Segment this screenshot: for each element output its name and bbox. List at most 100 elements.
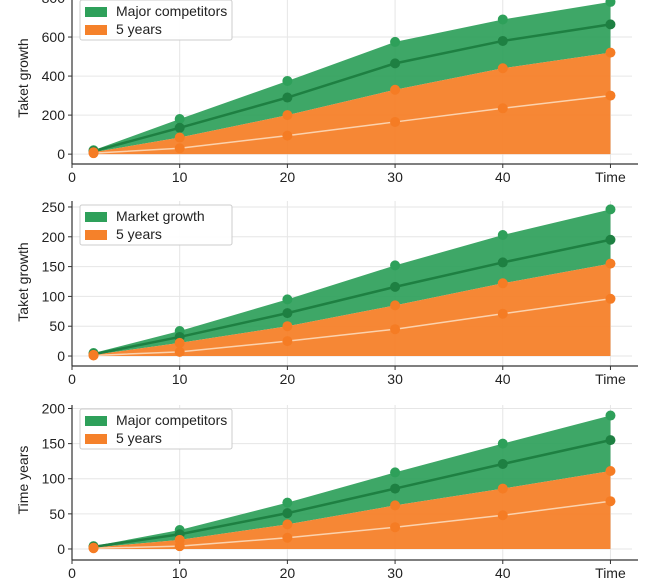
x-tick-label: 30 — [387, 565, 403, 581]
data-point — [605, 258, 616, 269]
legend-label-green: Major competitors — [116, 3, 227, 19]
data-point — [605, 496, 616, 507]
x-tick-label: 20 — [280, 565, 296, 581]
data-point — [174, 143, 185, 154]
data-point — [605, 234, 616, 245]
x-tick-label: 0 — [68, 565, 76, 581]
x-tick-label: 30 — [387, 371, 403, 387]
data-point — [174, 132, 185, 143]
x-tick-label: 10 — [172, 371, 188, 387]
legend-label-orange: 5 years — [116, 430, 162, 446]
x-tick-label: 10 — [172, 169, 188, 185]
data-point — [390, 483, 401, 494]
x-tick-label: 10 — [172, 565, 188, 581]
data-point — [497, 63, 508, 74]
data-point — [497, 308, 508, 319]
data-point — [174, 346, 185, 357]
data-point — [88, 148, 99, 159]
legend-label-orange: 5 years — [116, 21, 162, 37]
y-tick-label: 150 — [42, 259, 66, 275]
data-point — [174, 122, 185, 133]
y-tick-label: 150 — [42, 436, 66, 452]
data-point — [497, 257, 508, 268]
legend-swatch-green — [85, 212, 107, 222]
x-tick-label: Time — [595, 169, 626, 185]
series-line-green — [93, 238, 611, 356]
data-point — [88, 543, 99, 554]
data-point — [605, 90, 616, 101]
data-point — [605, 0, 616, 7]
x-tick-label: Time — [595, 371, 626, 387]
legend-swatch-orange — [85, 230, 107, 240]
data-point — [497, 438, 508, 449]
y-tick-label: 50 — [49, 318, 65, 334]
data-point — [174, 114, 185, 125]
data-point — [174, 541, 185, 552]
series-area-orange — [93, 263, 611, 357]
y-tick-label: 600 — [42, 29, 66, 45]
data-point — [497, 35, 508, 46]
series-area-green — [93, 209, 611, 355]
series-line-green — [93, 23, 611, 153]
x-tick-label: 0 — [68, 371, 76, 387]
legend-label-orange: 5 years — [116, 226, 162, 242]
legend-box — [79, 204, 233, 246]
series-line-orange — [93, 94, 611, 154]
x-tick-label: 40 — [495, 371, 511, 387]
data-point — [605, 204, 616, 215]
x-tick-label: 20 — [280, 371, 296, 387]
data-point — [605, 47, 616, 58]
data-point — [605, 19, 616, 30]
x-tick-label: 30 — [387, 169, 403, 185]
data-point — [390, 116, 401, 127]
legend-swatch-green — [85, 416, 107, 426]
y-tick-label: 0 — [57, 541, 65, 557]
data-point — [605, 435, 616, 446]
y-tick-label: 50 — [49, 506, 65, 522]
x-tick-label: Time — [595, 565, 626, 581]
data-point — [605, 293, 616, 304]
y-tick-label: 200 — [42, 107, 66, 123]
y-axis-label: Time years — [15, 446, 31, 515]
data-point — [282, 308, 293, 319]
legend-swatch-green — [85, 7, 107, 17]
y-tick-label: 0 — [57, 146, 65, 162]
y-axis-label: Taket growth — [15, 38, 31, 117]
data-point — [497, 14, 508, 25]
data-point — [282, 92, 293, 103]
x-tick-label: 20 — [280, 169, 296, 185]
legend-box — [79, 408, 233, 450]
legend-swatch-orange — [85, 434, 107, 444]
series-line-green — [93, 438, 611, 549]
data-point — [282, 336, 293, 347]
data-point — [88, 350, 99, 361]
y-tick-label: 400 — [42, 68, 66, 84]
data-point — [282, 75, 293, 86]
data-point — [390, 36, 401, 47]
data-point — [497, 229, 508, 240]
x-tick-label: 40 — [495, 565, 511, 581]
data-point — [390, 324, 401, 335]
y-tick-label: 250 — [42, 199, 66, 215]
series-line-orange — [93, 500, 611, 550]
data-point — [605, 466, 616, 477]
data-point — [282, 508, 293, 519]
legend-swatch-orange — [85, 25, 107, 35]
data-point — [390, 260, 401, 271]
data-point — [605, 410, 616, 421]
y-tick-label: 100 — [42, 288, 66, 304]
data-point — [282, 110, 293, 121]
series-area-green — [93, 415, 611, 548]
series-area-orange — [93, 52, 611, 155]
y-tick-label: 800 — [42, 0, 66, 6]
data-point — [497, 103, 508, 114]
data-point — [497, 458, 508, 469]
x-tick-label: 40 — [495, 169, 511, 185]
legend-label-green: Major competitors — [116, 412, 227, 428]
series-line-orange — [93, 298, 611, 357]
data-point — [390, 281, 401, 292]
data-point — [282, 497, 293, 508]
data-point — [282, 130, 293, 141]
